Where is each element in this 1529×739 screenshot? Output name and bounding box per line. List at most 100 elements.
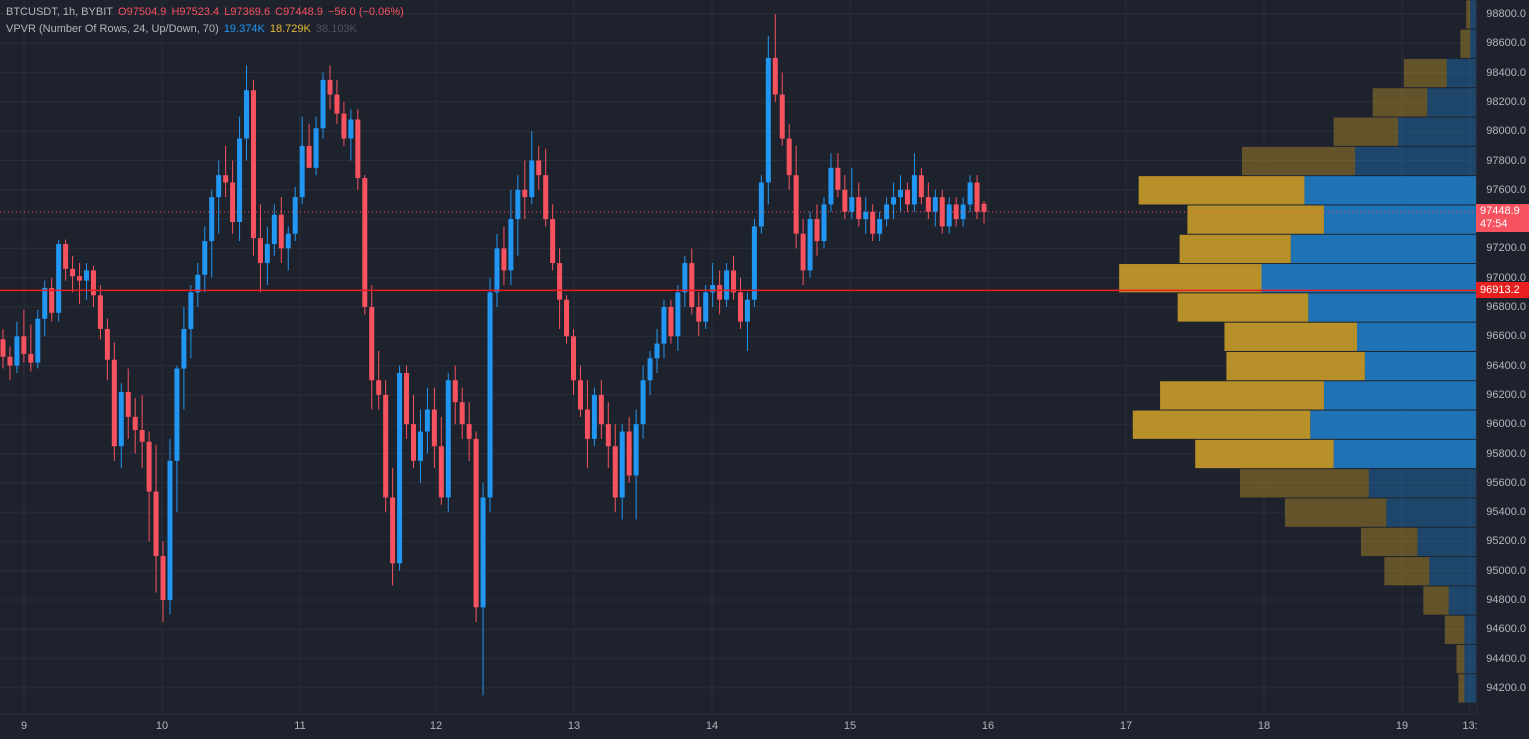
candle-body xyxy=(390,497,396,564)
candle-body xyxy=(626,431,632,476)
candle-body xyxy=(56,244,62,313)
candle-body xyxy=(376,380,382,395)
time-tick-label: 17 xyxy=(1119,720,1133,732)
vp-up-bar xyxy=(1448,586,1476,615)
vp-down-bar xyxy=(1177,293,1309,322)
vol-down-value: 18.729K xyxy=(269,23,311,35)
last-price-value: 97448.9 xyxy=(1480,204,1520,217)
vp-down-bar xyxy=(1226,351,1365,381)
chart-pane[interactable] xyxy=(0,0,1476,714)
low-value: L97369.6 xyxy=(224,6,271,18)
candle-body xyxy=(452,380,458,403)
vp-up-bar xyxy=(1417,527,1476,557)
candle-body xyxy=(577,380,583,410)
candle-body xyxy=(960,204,966,220)
vp-up-bar xyxy=(1304,176,1476,205)
candle-body xyxy=(244,90,250,139)
candle-body xyxy=(327,79,333,95)
vp-down-bar xyxy=(1187,205,1324,234)
candle-body xyxy=(90,270,96,296)
candle-body xyxy=(612,446,618,498)
price-tick-label: 94800.0 xyxy=(1486,594,1526,606)
indicator-label[interactable]: VPVR (Number Of Rows, 24, Up/Down, 70) xyxy=(6,23,219,35)
candle-body xyxy=(431,409,437,447)
symbol-label[interactable]: BTCUSDT, 1h, BYBIT xyxy=(6,6,113,18)
candle-body xyxy=(689,263,695,307)
price-axis[interactable]: 98800.0 98600.0 98400.0 98200.0 98000.0 97800… xyxy=(1476,0,1529,714)
last-price-label: 97448.9 47:54 xyxy=(1476,203,1529,232)
candle-body xyxy=(710,285,716,293)
time-tick-label: 16 xyxy=(981,720,995,732)
candle-body xyxy=(731,270,737,293)
candle-body xyxy=(278,214,284,249)
candle-body xyxy=(564,299,570,337)
vp-up-bar xyxy=(1464,615,1476,644)
candle-body xyxy=(918,175,924,198)
candle-body xyxy=(814,219,820,242)
price-tick-label: 94400.0 xyxy=(1486,652,1526,665)
candle-body xyxy=(543,175,549,220)
vp-up-bar xyxy=(1470,29,1476,58)
candle-body xyxy=(111,359,117,447)
price-tick-label: 95800.0 xyxy=(1486,447,1526,460)
candle-body xyxy=(174,368,180,461)
candle-body xyxy=(167,460,173,600)
vp-down-bar xyxy=(1242,146,1356,176)
candle-body xyxy=(424,409,430,432)
price-tick-label: 96800.0 xyxy=(1486,301,1526,313)
candle-body xyxy=(146,441,152,492)
candle-body xyxy=(647,358,653,381)
candle-body xyxy=(751,226,757,300)
candle-body xyxy=(487,292,493,498)
change-value: −56.0 (−0.06%) xyxy=(327,6,404,18)
time-tick-label: 19 xyxy=(1395,720,1409,732)
candle-body xyxy=(97,295,103,329)
candle-body xyxy=(772,57,778,95)
time-axis[interactable]: 9 10 11 12 13 14 15 16 17 18 19 13: xyxy=(0,714,1478,739)
price-tick-label: 95600.0 xyxy=(1486,476,1526,489)
candle-body xyxy=(870,211,876,234)
time-tick-label: 12 xyxy=(429,720,443,732)
candle-body xyxy=(911,175,917,205)
vp-up-bar xyxy=(1323,205,1476,234)
vp-down-bar xyxy=(1360,527,1418,557)
vp-up-bar xyxy=(1355,146,1476,176)
candle-body xyxy=(397,372,403,564)
candle-body xyxy=(271,214,277,245)
vp-down-bar xyxy=(1284,498,1387,527)
price-tick-label: 98200.0 xyxy=(1486,95,1526,108)
candle-body xyxy=(668,307,674,337)
candle-body xyxy=(925,197,931,212)
candle-body xyxy=(341,113,347,139)
vp-down-bar xyxy=(1456,644,1465,674)
candle-body xyxy=(77,276,83,281)
candle-body xyxy=(591,394,597,439)
vp-up-bar xyxy=(1464,644,1476,674)
candle-body xyxy=(633,424,639,476)
candle-body xyxy=(550,219,556,264)
vp-up-bar xyxy=(1470,0,1476,29)
vp-down-bar xyxy=(1423,586,1449,615)
crosshair-price-label: 96913.2 xyxy=(1476,282,1529,299)
candle-body xyxy=(160,556,166,600)
countdown-value: 47:54 xyxy=(1480,217,1508,230)
candle-body xyxy=(466,424,472,439)
candle-body xyxy=(849,197,855,212)
candle-body xyxy=(188,292,194,329)
candle-body xyxy=(237,138,243,223)
candle-body xyxy=(884,204,890,220)
vp-down-bar xyxy=(1119,264,1262,293)
candle-body xyxy=(480,497,486,608)
price-tick-label: 95400.0 xyxy=(1486,506,1526,519)
candle-body xyxy=(898,189,904,198)
price-tick-label: 98000.0 xyxy=(1486,125,1526,138)
candle-body xyxy=(445,380,451,498)
candle-body xyxy=(404,372,410,425)
candle-body xyxy=(49,287,55,313)
vp-up-bar xyxy=(1368,469,1476,498)
candle-body xyxy=(473,438,479,608)
candle-body xyxy=(292,197,298,234)
vp-down-bar xyxy=(1138,176,1305,205)
price-tick-label: 97200.0 xyxy=(1486,242,1526,255)
candlestick-chart[interactable] xyxy=(0,0,1476,714)
